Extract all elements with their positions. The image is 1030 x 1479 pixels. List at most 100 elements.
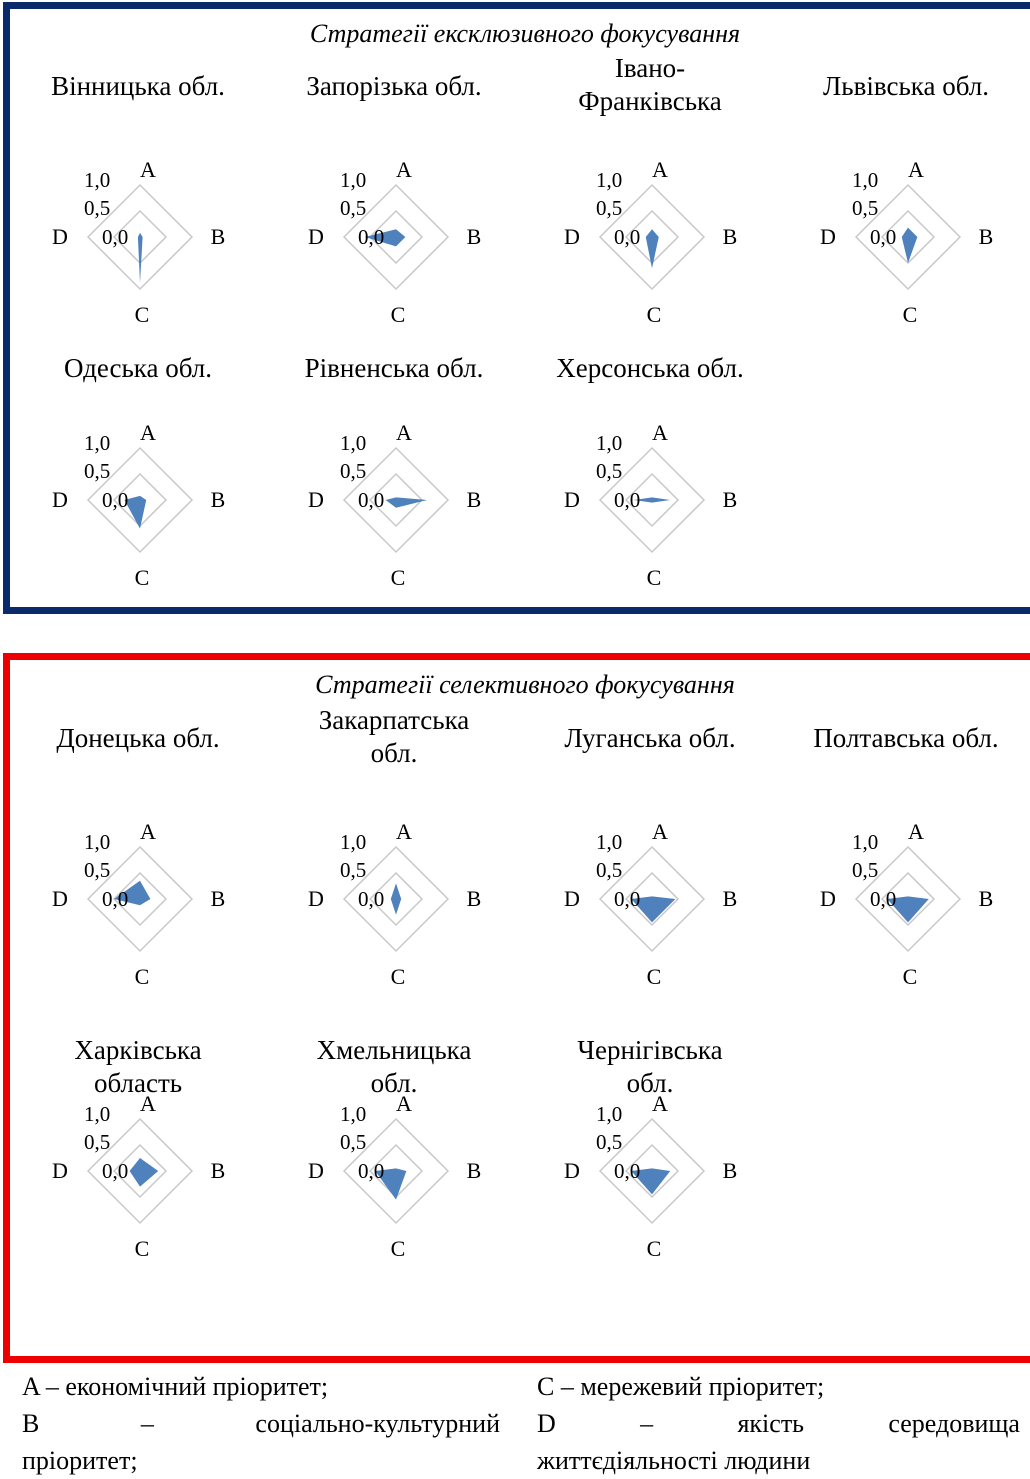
tick-label: 0,5 xyxy=(84,459,110,483)
legend-d-dash: – xyxy=(640,1409,654,1438)
radar-gridline xyxy=(598,446,706,554)
exclusive-strategies-panel: Стратегії ексклюзивного фокусування xyxy=(3,2,1030,614)
tick-label: 1,0 xyxy=(84,168,110,192)
axis-label-a: A xyxy=(140,1091,156,1116)
chart-title-line: Чернігівська xyxy=(577,1035,723,1065)
tick-label: 1,0 xyxy=(596,168,622,192)
radar-series-area xyxy=(631,1168,671,1195)
radar-gridline xyxy=(342,183,450,291)
chart-title-line: Франківська xyxy=(578,86,722,116)
legend-right-column: C – мережевий пріоритет; D – якість сере… xyxy=(537,1368,1020,1479)
radar-gridline xyxy=(854,183,962,291)
tick-label: 1,0 xyxy=(340,168,366,192)
axis-label-a: A xyxy=(140,420,156,445)
axis-label-d: D xyxy=(564,886,580,911)
tick-label: 1,0 xyxy=(852,168,878,192)
axis-label-b: B xyxy=(211,886,226,911)
tick-label: 1,0 xyxy=(852,830,878,854)
axis-label-b: B xyxy=(211,224,226,249)
radar-series-area xyxy=(901,227,918,263)
tick-label: 0,0 xyxy=(614,1159,640,1183)
axis-label-c: C xyxy=(903,302,918,327)
tick-label: 0,0 xyxy=(102,1159,128,1183)
axis-label-c: C xyxy=(135,565,150,590)
radar-series-area xyxy=(645,229,659,269)
legend-item-b-cont: пріоритет; xyxy=(22,1446,138,1475)
tick-label: 0,5 xyxy=(596,459,622,483)
radar-plot: A B C D 1,0 0,5 0,0 xyxy=(52,1091,226,1261)
axis-label-d: D xyxy=(308,224,324,249)
radar-plot: A B C D 1,0 0,5 0,0 xyxy=(308,819,481,989)
tick-label: 1,0 xyxy=(340,1102,366,1126)
axis-label-b: B xyxy=(723,224,738,249)
tick-label: 0,0 xyxy=(102,887,128,911)
axis-label-b: B xyxy=(211,487,226,512)
radar-gridline xyxy=(624,871,680,927)
axis-label-a: A xyxy=(396,1091,412,1116)
radar-plot: A B C D 1,0 0,5 0,0 xyxy=(564,1091,738,1261)
radar-gridline xyxy=(86,845,194,953)
radar-gridline xyxy=(854,845,962,953)
axis-label-b: B xyxy=(979,886,994,911)
legend-b-letter: B xyxy=(22,1409,40,1438)
tick-label: 1,0 xyxy=(340,830,366,854)
axis-label-b: B xyxy=(979,224,994,249)
radar-series-area xyxy=(887,896,929,923)
chart-title-line: Закарпатська xyxy=(318,705,470,735)
tick-label: 1,0 xyxy=(340,431,366,455)
radar-gridline xyxy=(368,209,424,265)
panel-title: Стратегії селективного фокусування xyxy=(315,670,735,699)
radar-plot: A B C D 1,0 0,5 0,0 xyxy=(820,819,994,989)
tick-label: 1,0 xyxy=(596,1102,622,1126)
legend-d-word2: середовища xyxy=(888,1409,1020,1438)
chart-title: Херсонська обл. xyxy=(556,353,744,383)
chart-title: Івано- Франківська xyxy=(522,52,778,118)
radar-gridline xyxy=(598,1117,706,1225)
axis-label-a: A xyxy=(652,157,668,182)
radar-plot: A B C D 1,0 0,5 0,0 xyxy=(564,819,738,989)
chart-title-line: обл. xyxy=(626,1068,674,1098)
radar-series-area xyxy=(114,880,151,906)
axis-label-d: D xyxy=(308,487,324,512)
axis-label-b: B xyxy=(467,487,482,512)
axis-label-b: B xyxy=(723,1158,738,1183)
axis-label-d: D xyxy=(564,224,580,249)
radar-gridline xyxy=(624,1143,680,1199)
axis-label-c: C xyxy=(135,1236,150,1261)
chart-title-line: область xyxy=(93,1068,183,1098)
tick-label: 1,0 xyxy=(84,830,110,854)
chart-title-line: Харківська xyxy=(74,1035,202,1065)
axis-label-b: B xyxy=(723,886,738,911)
chart-title-line: обл. xyxy=(370,1068,418,1098)
radar-plot: A B C D 1,0 0,5 0,0 xyxy=(308,157,481,327)
axis-label-a: A xyxy=(652,819,668,844)
tick-label: 0,0 xyxy=(358,488,384,512)
axis-label-d: D xyxy=(820,224,836,249)
radar-gridline xyxy=(86,183,194,291)
selective-strategies-panel: Стратегії селективного фокусування xyxy=(3,653,1030,1363)
radar-plot: A B C D 1,0 0,5 0,0 xyxy=(308,1091,481,1261)
tick-label: 0,0 xyxy=(358,887,384,911)
chart-title: Вінницька обл. xyxy=(51,71,225,101)
axis-label-b: B xyxy=(211,1158,226,1183)
radar-plot: A B C D 1,0 0,5 0,0 xyxy=(308,420,482,590)
chart-title: Луганська обл. xyxy=(564,723,736,753)
radar-series-area xyxy=(631,896,676,923)
axis-label-d: D xyxy=(52,886,68,911)
axis-label-c: C xyxy=(391,565,406,590)
legend-item-d: D – якість середовища xyxy=(537,1405,1020,1442)
axis-label-d: D xyxy=(820,886,836,911)
radar-gridline xyxy=(86,1117,194,1225)
axis-label-d: D xyxy=(52,487,68,512)
tick-label: 0,0 xyxy=(614,488,640,512)
radar-series-area xyxy=(124,495,147,529)
radar-series-area xyxy=(390,883,402,915)
axis-label-c: C xyxy=(135,302,150,327)
radar-series-area xyxy=(385,497,428,508)
radar-series-area xyxy=(137,232,143,283)
tick-label: 0,5 xyxy=(596,858,622,882)
chart-title: Полтавська обл. xyxy=(813,723,999,753)
legend-d-word1: якість xyxy=(737,1409,805,1438)
chart-title: Харківська область xyxy=(10,1034,266,1100)
tick-label: 0,5 xyxy=(340,858,366,882)
